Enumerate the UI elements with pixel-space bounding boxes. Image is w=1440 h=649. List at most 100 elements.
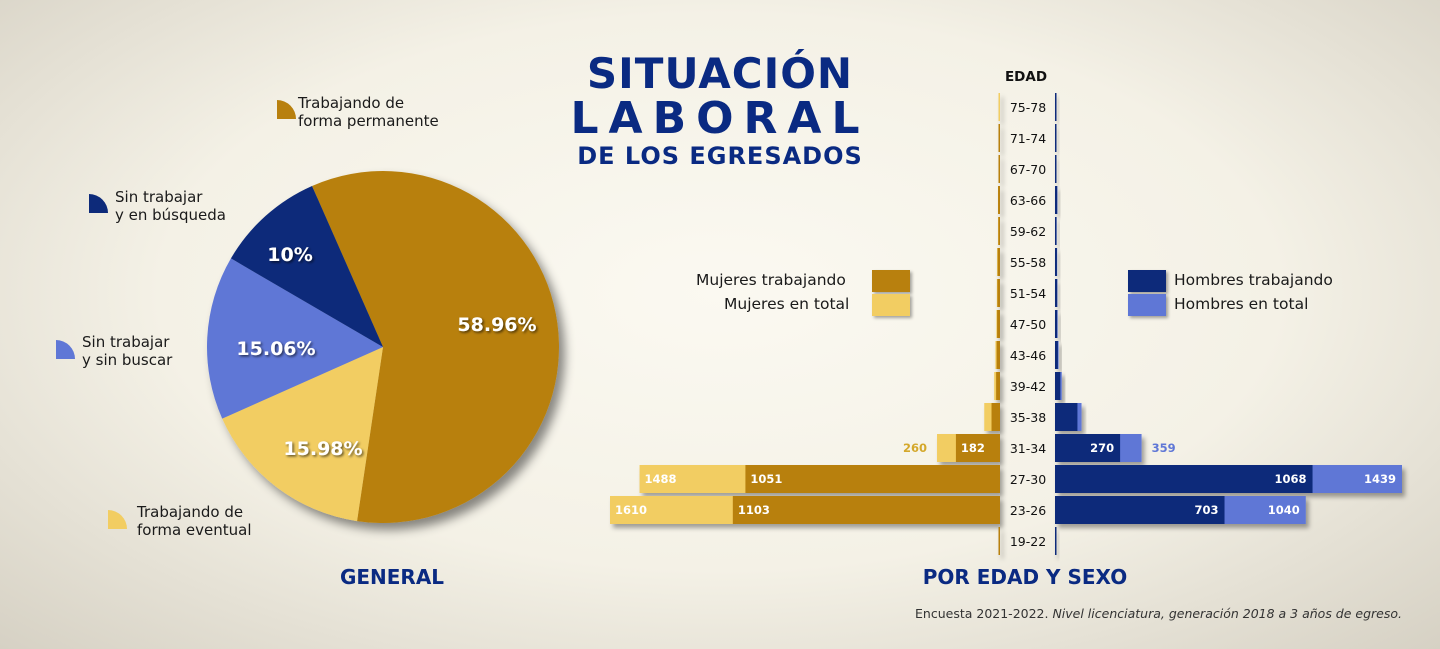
bar-value-label: 270 — [1090, 441, 1114, 455]
bar-hombres-trabajando — [1055, 341, 1058, 369]
bar-value-label: 1040 — [1268, 503, 1300, 517]
bar-value-label: 1610 — [615, 503, 647, 517]
pie-slice — [230, 185, 383, 347]
pie-slice-label: 15.06% — [236, 338, 315, 360]
pie-label-sin-buscar: Sin trabajar y sin buscar — [82, 333, 172, 369]
pie-label-busqueda-line2: y en búsqueda — [115, 206, 226, 224]
bar-value-label: 1068 — [1275, 472, 1307, 486]
age-category-label: 31-34 — [1010, 441, 1046, 456]
bar-mujeres-trabajando — [996, 372, 1000, 400]
bar-hombres-trabajando — [1055, 279, 1058, 307]
age-sex-bar-chart: EDAD 75-78 71-74 67-70 63-66 59-62 55-58 51-54… — [610, 69, 1402, 555]
title-line-3: DE LOS EGRESADOS — [577, 142, 863, 170]
legend-mujeres-trabajando-label: Mujeres trabajando — [696, 271, 846, 289]
bar-hombres-trabajando — [1055, 527, 1057, 555]
pie-label-eventual: Trabajando de forma eventual — [137, 503, 252, 539]
bar-value-label: 1051 — [750, 472, 782, 486]
age-category-label: 47-50 — [1010, 317, 1046, 332]
bar-mujeres-trabajando — [955, 434, 1000, 462]
bar-mujeres-trabajando — [998, 186, 1000, 214]
bar-hombres-trabajando — [1055, 434, 1121, 462]
bar-mujeres-trabajando — [997, 310, 1000, 338]
age-category-label: 19-22 — [1010, 534, 1046, 549]
legend-quarter-icon — [108, 510, 127, 529]
bar-mujeres-trabajando — [991, 403, 1000, 431]
pie-label-sin-buscar-line2: y sin buscar — [82, 351, 173, 369]
age-category-label: 59-62 — [1010, 224, 1046, 239]
pie-label-busqueda-line1: Sin trabajar — [115, 188, 203, 206]
bar-hombres-trabajando — [1055, 372, 1061, 400]
age-category-label: 75-78 — [1010, 100, 1046, 115]
bar-value-label: 703 — [1195, 503, 1219, 517]
pie-slice-label: 10% — [267, 244, 312, 266]
legend-mujeres-trabajando-swatch — [872, 270, 910, 292]
legend-mujeres-total-swatch — [872, 294, 910, 316]
pie-label-busqueda: Sin trabajar y en búsqueda — [115, 188, 226, 224]
bar-mujeres-total — [998, 93, 1000, 121]
footnote: Encuesta 2021-2022. Nivel licenciatura, … — [915, 606, 1402, 621]
bar-hombres-trabajando — [1055, 186, 1058, 214]
bar-hombres-trabajando — [1055, 217, 1057, 245]
bar-value-label: 182 — [961, 441, 985, 455]
pie-slice — [222, 347, 383, 522]
bar-hombres-trabajando — [1055, 93, 1057, 121]
age-category-label: 39-42 — [1010, 379, 1046, 394]
age-category-label: 27-30 — [1010, 472, 1046, 487]
edad-axis-title: EDAD — [1005, 69, 1047, 85]
pie-slice — [206, 258, 383, 419]
footnote-italic: Nivel licenciatura, generación 2018 a 3 … — [1052, 606, 1402, 621]
pie-label-permanente-line1: Trabajando de — [298, 94, 405, 112]
legend-hombres-trabajando-swatch — [1128, 270, 1166, 292]
bar-mujeres-trabajando — [998, 124, 1000, 152]
bar-hombres-trabajando — [1055, 496, 1225, 524]
pie-slice-label: 15.98% — [283, 438, 362, 460]
bar-hombres-trabajando — [1055, 403, 1078, 431]
bar-hombres-trabajando — [1055, 248, 1057, 276]
bar-hombres-trabajando — [1055, 465, 1313, 493]
title-line-2: LABORAL — [570, 93, 870, 144]
pie-label-eventual-line1: Trabajando de — [137, 503, 244, 521]
legend-quarter-icon — [56, 340, 75, 359]
chart-title: SITUACIÓN LABORAL DE LOS EGRESADOS — [540, 49, 900, 171]
age-category-label: 35-38 — [1010, 410, 1046, 425]
age-category-label: 67-70 — [1010, 162, 1046, 177]
general-label: GENERAL — [339, 565, 445, 589]
pie-label-sin-buscar-line1: Sin trabajar — [82, 333, 170, 351]
title-line-1: SITUACIÓN — [586, 49, 854, 98]
bar-mujeres-trabajando — [998, 527, 1000, 555]
bar-mujeres-trabajando — [996, 341, 1000, 369]
pie-label-permanente: Trabajando de forma permanente — [298, 94, 439, 130]
pie-slice-label: 58.96% — [457, 314, 536, 336]
age-category-label: 55-58 — [1010, 255, 1046, 270]
footnote-plain: Encuesta 2021-2022. — [915, 606, 1053, 621]
pie-slice — [312, 171, 559, 523]
bar-mujeres-trabajando — [732, 496, 1000, 524]
age-category-label: 43-46 — [1010, 348, 1046, 363]
pie-chart: 58.96% 15.98% 15.06% 10% — [56, 100, 559, 529]
legend-hombres-trabajando-label: Hombres trabajando — [1174, 271, 1333, 289]
bar-hombres-trabajando — [1055, 124, 1057, 152]
bar-value-label: 1103 — [738, 503, 770, 517]
pie-label-permanente-line2: forma permanente — [298, 112, 439, 130]
bar-value-label: 359 — [1152, 441, 1176, 455]
legend-quarter-icon — [277, 100, 296, 119]
bar-hombres-trabajando — [1055, 155, 1057, 183]
pie-label-eventual-line2: forma eventual — [137, 521, 252, 539]
age-category-label: 63-66 — [1010, 193, 1046, 208]
age-category-label: 23-26 — [1010, 503, 1046, 518]
age-category-label: 51-54 — [1010, 286, 1046, 301]
bar-value-label: 1439 — [1364, 472, 1396, 486]
legend-quarter-icon — [89, 194, 108, 213]
bar-value-label: 1488 — [645, 472, 677, 486]
legend-hombres-total-swatch — [1128, 294, 1166, 316]
bar-mujeres-trabajando — [997, 248, 1000, 276]
edad-sexo-label: POR EDAD Y SEXO — [922, 565, 1128, 589]
bar-mujeres-trabajando — [998, 217, 1000, 245]
age-category-label: 71-74 — [1010, 131, 1046, 146]
legend-mujeres-total-label: Mujeres en total — [724, 295, 850, 313]
bar-mujeres-trabajando — [997, 279, 1000, 307]
bar-mujeres-trabajando — [998, 155, 1000, 183]
bar-hombres-trabajando — [1055, 310, 1058, 338]
bar-mujeres-trabajando — [745, 465, 1000, 493]
bar-value-label: 260 — [903, 441, 927, 455]
